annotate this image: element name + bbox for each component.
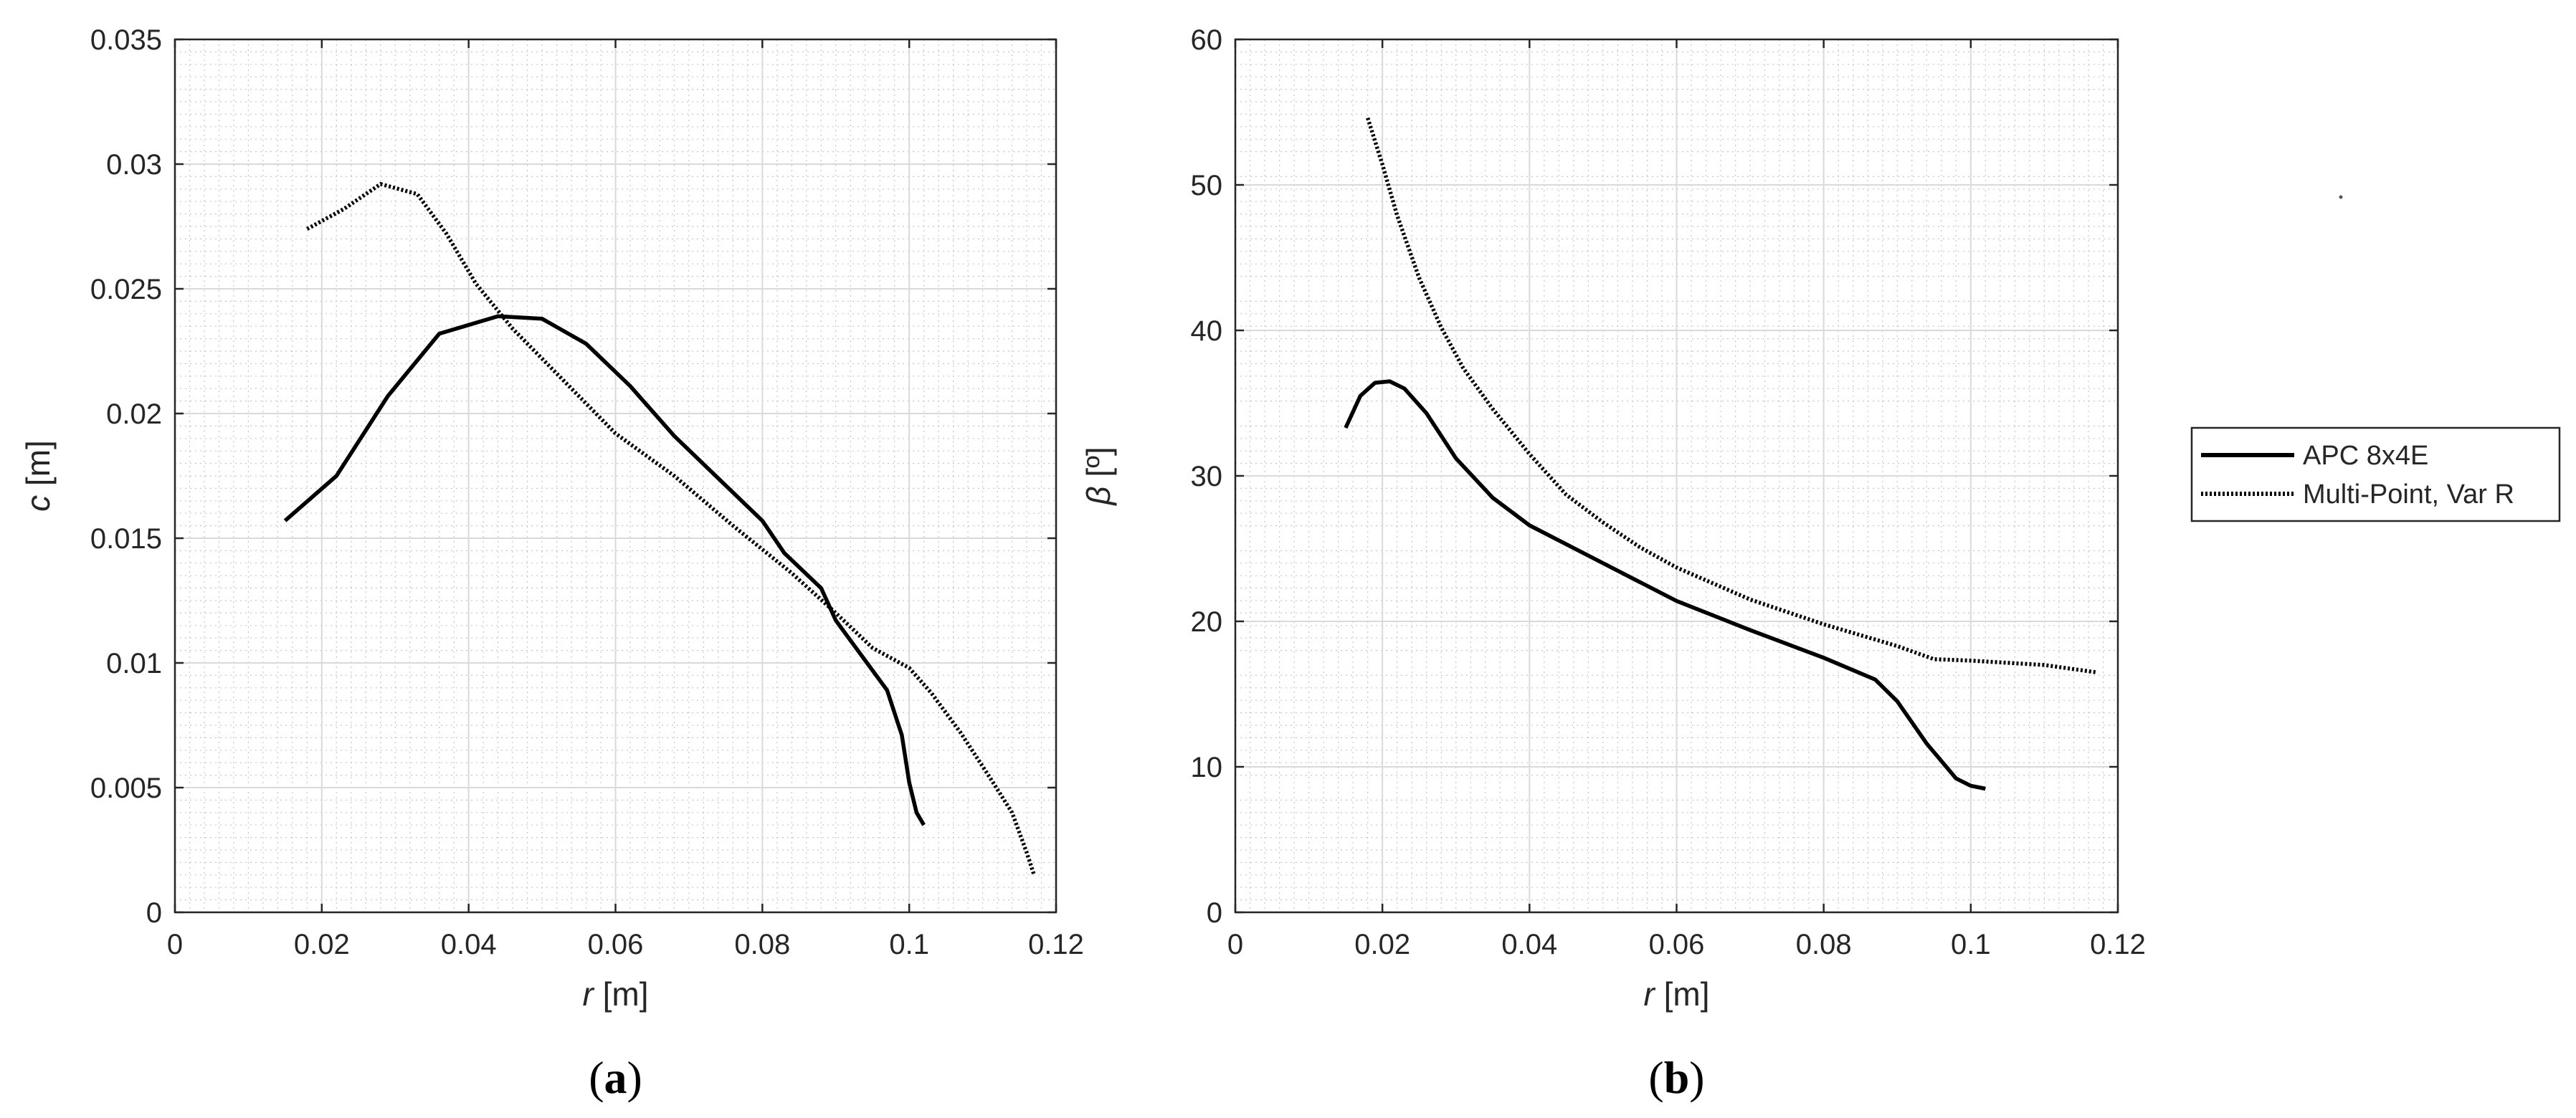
x-tick-label: 0.02	[1354, 929, 1410, 960]
y-axis-unit: [º]	[1080, 446, 1117, 486]
y-tick-label: 0	[146, 897, 162, 929]
x-axis-symbol: r	[1644, 975, 1656, 1013]
y-axis-symbol: β	[1080, 486, 1117, 506]
chart-panel-b: 0 0.02 0.04 0.06 0.08 0.1 0.12 0 10 20 30 40 50 60 r […	[1080, 24, 2146, 1103]
x-tick-label: 0	[1227, 929, 1243, 960]
x-tick-label: 0.04	[1501, 929, 1557, 960]
x-tick-label: 0.1	[889, 929, 929, 960]
x-tick-label: 0.06	[588, 929, 644, 960]
x-tick-label: 0.12	[2090, 929, 2146, 960]
y-axis-unit: [m]	[19, 440, 57, 495]
x-tick-label: 0.02	[294, 929, 350, 960]
y-axis-label-b: β [º]	[1080, 446, 1117, 506]
y-tick-label: 0.025	[90, 274, 162, 305]
panel-label-b: (b)	[1648, 1052, 1704, 1103]
series-line-multi-point-var-r	[1366, 117, 2096, 674]
y-tick-label: 0.01	[106, 648, 162, 679]
panel-label-a: (a)	[589, 1052, 642, 1103]
x-axis-label-a: r [m]	[583, 975, 649, 1013]
panel-label-letter: b	[1664, 1052, 1690, 1103]
legend-label-multipoint: Multi-Point, Var R	[2303, 479, 2514, 510]
y-tick-label: 0.035	[90, 24, 162, 56]
series-line-multi-point-var-r	[306, 182, 1036, 876]
panel-label-close: )	[627, 1052, 642, 1103]
x-axis-unit: [m]	[1655, 975, 1710, 1013]
x-tick-label: 0	[167, 929, 183, 960]
y-tick-label: 0	[1207, 897, 1222, 929]
legend: APC 8x4E Multi-Point, Var R	[2190, 426, 2561, 522]
stray-dot	[2339, 195, 2343, 199]
x-tick-label: 0.04	[441, 929, 497, 960]
x-axis-symbol: r	[583, 975, 595, 1013]
x-axis-label-b: r [m]	[1644, 975, 1710, 1013]
legend-label-apc: APC 8x4E	[2303, 441, 2428, 471]
x-axis-unit: [m]	[594, 975, 649, 1013]
y-axis-label-a: c [m]	[19, 440, 57, 512]
series-line-apc-8x4e	[283, 314, 926, 826]
major-grid-b	[1235, 39, 2118, 912]
legend-box	[2190, 426, 2561, 522]
series-line-apc-8x4e	[1344, 379, 1986, 791]
y-tick-label: 40	[1191, 315, 1223, 347]
x-tick-label: 0.08	[1796, 929, 1852, 960]
y-tick-label: 20	[1191, 606, 1223, 638]
panel-label-open: (	[589, 1052, 604, 1103]
x-tick-label: 0.08	[734, 929, 790, 960]
x-tick-label: 0.12	[1028, 929, 1084, 960]
y-tick-label: 50	[1191, 170, 1223, 201]
panel-label-open: (	[1648, 1052, 1663, 1103]
y-tick-label: 0.02	[106, 398, 162, 430]
y-tick-label: 0.03	[106, 149, 162, 181]
y-tick-label: 10	[1191, 752, 1223, 783]
panel-label-letter: a	[604, 1052, 627, 1103]
y-tick-label: 30	[1191, 461, 1223, 492]
y-tick-label: 0.005	[90, 773, 162, 804]
x-tick-label: 0.06	[1649, 929, 1705, 960]
y-tick-label: 0.015	[90, 523, 162, 555]
y-axis-symbol: c	[19, 495, 57, 512]
chart-panel-a: 0 0.02 0.04 0.06 0.08 0.1 0.12 0 0.005 0.01 0.015 0…	[19, 24, 1084, 1103]
y-tick-label: 60	[1191, 24, 1223, 56]
x-tick-label: 0.1	[1951, 929, 1991, 960]
panel-label-close: )	[1689, 1052, 1704, 1103]
